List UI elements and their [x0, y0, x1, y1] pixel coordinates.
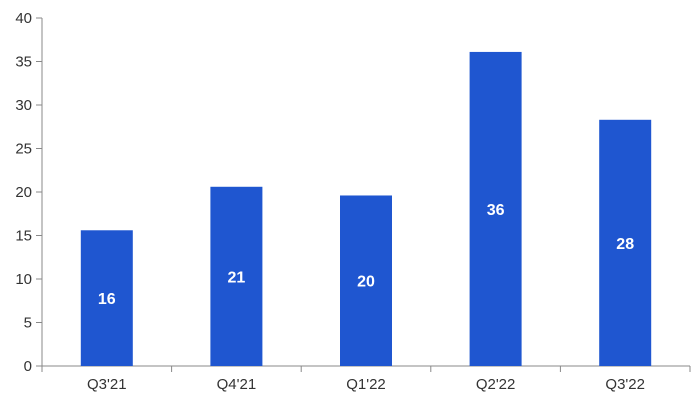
y-tick-label: 0	[24, 358, 32, 375]
y-tick-label: 10	[15, 271, 32, 288]
bar	[469, 51, 522, 367]
x-tick-label: Q3'22	[605, 376, 645, 393]
x-axis: Q3'21 Q4'21 Q1'22 Q2'22 Q3'22	[41, 365, 691, 393]
bar-value-label: 20	[357, 274, 375, 291]
x-tick-label: Q1'22	[346, 376, 386, 393]
bars	[80, 51, 652, 367]
y-tick-label: 30	[15, 97, 32, 114]
y-tick-label: 20	[15, 184, 32, 201]
x-tick-label: Q3'21	[87, 376, 127, 393]
y-tick-label: 15	[15, 228, 32, 245]
bar-value-label: 16	[98, 291, 116, 308]
bar-value-label: 36	[487, 202, 505, 219]
y-tick-label: 25	[15, 141, 32, 158]
y-tick-label: 40	[15, 10, 32, 27]
y-axis: 0 5 10 15 20 25 30 35 40	[15, 10, 43, 375]
x-tick-label: Q4'21	[217, 376, 257, 393]
bar-value-label: 21	[228, 269, 246, 286]
y-tick-label: 35	[15, 54, 32, 71]
bar	[340, 195, 392, 366]
bar	[210, 186, 263, 366]
y-tick-label: 5	[24, 315, 32, 332]
data-labels: 16 21 20 36 28	[98, 202, 634, 308]
bar-value-label: 28	[616, 236, 634, 253]
bar	[599, 119, 652, 366]
bar	[80, 230, 133, 366]
x-tick-label: Q2'22	[476, 376, 516, 393]
